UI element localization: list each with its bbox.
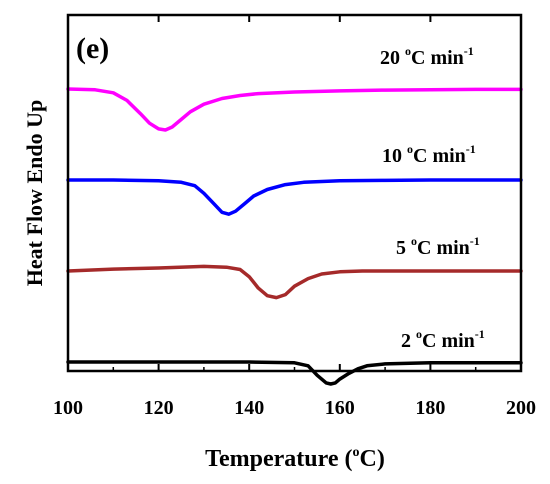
- series-line-3: [66, 360, 523, 386]
- series-label-0: 20 oC min-1: [380, 44, 474, 69]
- x-tick-label-160: 160: [325, 397, 355, 419]
- y-axis-title: Heat Flow Endo Up: [22, 100, 47, 286]
- series-line-1: [66, 178, 523, 216]
- series-label-3: 2 oC min-1: [401, 327, 485, 352]
- x-axis-title-text: Temperature: [205, 446, 339, 472]
- x-tick-label-120: 120: [144, 397, 174, 419]
- x-axis-title: Temperature (oC): [205, 445, 385, 472]
- series-curves: [66, 87, 523, 386]
- x-axis-title-unit: C: [359, 446, 376, 472]
- series-label-2: 5 oC min-1: [396, 234, 480, 259]
- x-tick-label-140: 140: [234, 397, 264, 419]
- series-labels: 20 oC min-1 10 oC min-1 5 oC min-1 2 oC min…: [380, 44, 485, 352]
- series-line-2: [66, 264, 523, 300]
- panel-label: (e): [76, 32, 109, 65]
- x-axis: 100 120 140 160 180 200: [53, 15, 536, 419]
- x-axis-title-super: o: [352, 445, 359, 460]
- x-tick-label-200: 200: [506, 397, 536, 419]
- series-label-1: 10 oC min-1: [382, 142, 476, 167]
- x-tick-label-180: 180: [415, 397, 445, 419]
- x-tick-label-100: 100: [53, 397, 83, 419]
- series-line-0: [66, 87, 523, 132]
